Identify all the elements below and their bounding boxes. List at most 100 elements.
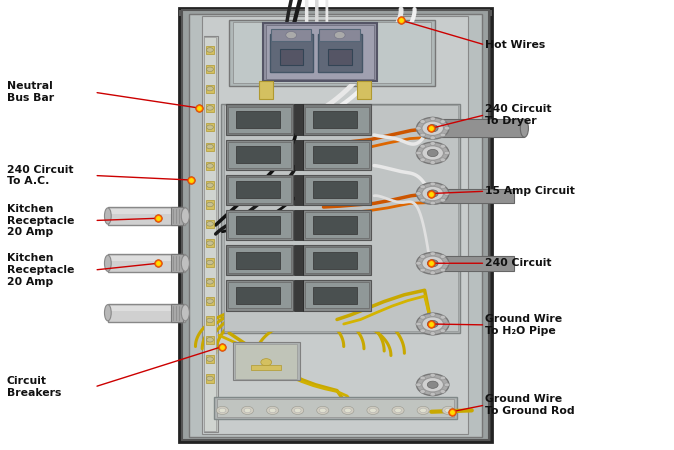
Bar <box>171 207 183 225</box>
Circle shape <box>422 256 443 270</box>
Bar <box>179 8 492 442</box>
Bar <box>280 50 303 65</box>
Circle shape <box>416 192 421 195</box>
Bar <box>328 50 352 65</box>
Circle shape <box>417 374 449 396</box>
Circle shape <box>444 261 450 265</box>
Circle shape <box>440 198 446 202</box>
Circle shape <box>440 329 446 333</box>
Bar <box>303 140 371 170</box>
Bar <box>303 175 371 205</box>
Circle shape <box>206 67 213 72</box>
Bar <box>189 14 482 436</box>
Circle shape <box>440 133 446 137</box>
Bar <box>206 65 214 73</box>
Circle shape <box>206 376 213 381</box>
Circle shape <box>444 192 450 195</box>
Bar <box>303 104 371 135</box>
Bar <box>236 146 280 163</box>
Circle shape <box>206 299 213 303</box>
Bar <box>313 181 357 198</box>
Bar <box>206 181 214 189</box>
Circle shape <box>427 125 438 132</box>
Circle shape <box>295 408 301 413</box>
Circle shape <box>440 185 446 189</box>
Bar <box>236 216 280 234</box>
Circle shape <box>395 408 402 413</box>
Bar <box>357 81 371 99</box>
Bar <box>236 252 280 269</box>
Bar <box>294 280 303 310</box>
Circle shape <box>440 120 446 123</box>
Circle shape <box>444 126 450 130</box>
Circle shape <box>241 406 253 414</box>
Bar <box>108 209 185 214</box>
Ellipse shape <box>181 305 189 321</box>
Circle shape <box>440 315 446 319</box>
Circle shape <box>430 392 435 396</box>
Circle shape <box>292 406 304 414</box>
Circle shape <box>430 252 435 256</box>
Text: 240 Circuit
To A.C.: 240 Circuit To A.C. <box>7 165 73 186</box>
Bar <box>206 220 214 228</box>
Bar <box>433 257 514 271</box>
Bar <box>318 34 362 72</box>
Circle shape <box>334 32 345 39</box>
Bar <box>226 245 293 275</box>
Bar <box>263 22 377 81</box>
Bar <box>251 364 281 370</box>
Bar <box>228 282 291 308</box>
Bar <box>305 142 369 168</box>
Bar <box>206 239 214 247</box>
Circle shape <box>206 338 213 342</box>
Bar <box>294 245 303 275</box>
Circle shape <box>206 241 213 245</box>
Bar <box>266 25 374 79</box>
Circle shape <box>206 106 213 110</box>
Circle shape <box>422 378 443 392</box>
Bar <box>206 104 214 112</box>
Circle shape <box>206 164 213 168</box>
Circle shape <box>206 144 213 149</box>
Circle shape <box>430 271 435 274</box>
Ellipse shape <box>104 208 111 224</box>
Bar <box>171 254 183 272</box>
Circle shape <box>422 121 443 135</box>
Bar <box>313 287 357 304</box>
Circle shape <box>206 279 213 284</box>
Circle shape <box>420 268 425 272</box>
Circle shape <box>416 126 421 130</box>
Bar <box>206 46 214 54</box>
Bar <box>206 316 214 324</box>
Bar <box>171 304 183 322</box>
Circle shape <box>420 408 427 413</box>
Circle shape <box>427 149 438 157</box>
Circle shape <box>417 142 449 164</box>
Bar <box>206 123 214 131</box>
Circle shape <box>420 158 425 162</box>
Bar <box>433 119 524 137</box>
Circle shape <box>367 406 379 414</box>
Circle shape <box>427 381 438 388</box>
Ellipse shape <box>104 305 111 321</box>
Circle shape <box>416 322 421 326</box>
Bar <box>303 245 371 275</box>
Ellipse shape <box>181 255 189 271</box>
Bar <box>313 216 357 234</box>
Circle shape <box>430 136 435 140</box>
Bar <box>235 344 297 379</box>
Circle shape <box>427 190 438 197</box>
Circle shape <box>319 408 326 413</box>
Bar <box>303 210 371 240</box>
Circle shape <box>442 406 454 414</box>
Circle shape <box>342 406 354 414</box>
Ellipse shape <box>181 208 189 224</box>
Bar <box>182 10 489 440</box>
Bar <box>224 105 458 331</box>
Bar <box>433 189 514 203</box>
Bar <box>313 111 357 128</box>
Bar <box>271 29 311 40</box>
Circle shape <box>430 142 435 145</box>
Bar <box>228 247 291 273</box>
Circle shape <box>430 117 435 121</box>
